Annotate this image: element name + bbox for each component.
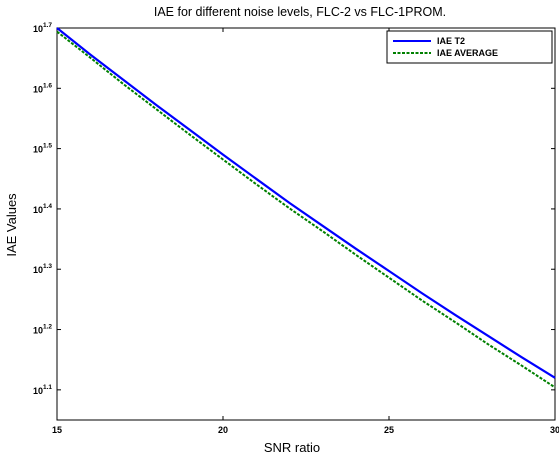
legend-box — [386, 30, 553, 64]
legend: IAE T2 IAE AVERAGE — [386, 30, 553, 64]
y-tick-exponent: 1.3 — [43, 263, 52, 270]
x-tick-label: 20 — [218, 425, 228, 435]
y-tick-label: 101.3 — [33, 263, 52, 275]
y-tick-exponent: 1.2 — [43, 324, 52, 331]
y-tick-label: 101.7 — [33, 22, 52, 34]
y-tick-exponent: 1.7 — [43, 22, 52, 29]
series-line-1 — [56, 30, 556, 389]
y-tick-label: 101.6 — [33, 82, 52, 94]
y-tick-base: 10 — [33, 205, 43, 215]
y-tick-label: 101.5 — [33, 143, 52, 155]
y-tick-exponent: 1.1 — [43, 384, 52, 391]
x-tick-label: 25 — [384, 425, 394, 435]
x-axis-label: SNR ratio — [264, 440, 320, 455]
y-axis-label: IAE Values — [4, 193, 19, 257]
x-tick-label: 30 — [550, 425, 559, 435]
series-line-0 — [56, 27, 556, 379]
y-tick-base: 10 — [33, 326, 43, 336]
y-tick-base: 10 — [33, 265, 43, 275]
chart-title: IAE for different noise levels, FLC-2 vs… — [154, 5, 446, 19]
x-tick-label: 15 — [52, 425, 62, 435]
y-tick-label: 101.2 — [33, 324, 52, 336]
series-layer — [56, 27, 556, 389]
y-tick-base: 10 — [33, 24, 43, 34]
legend-label-1: IAE AVERAGE — [437, 48, 498, 58]
y-tick-exponent: 1.5 — [43, 143, 52, 150]
y-tick-label: 101.1 — [33, 384, 52, 396]
y-tick-base: 10 — [33, 84, 43, 94]
y-tick-base: 10 — [33, 386, 43, 396]
y-tick-base: 10 — [33, 145, 43, 155]
y-tick-exponent: 1.4 — [43, 203, 52, 210]
y-tick-exponent: 1.6 — [43, 82, 52, 89]
legend-label-0: IAE T2 — [437, 36, 465, 46]
y-tick-label: 101.4 — [33, 203, 52, 215]
